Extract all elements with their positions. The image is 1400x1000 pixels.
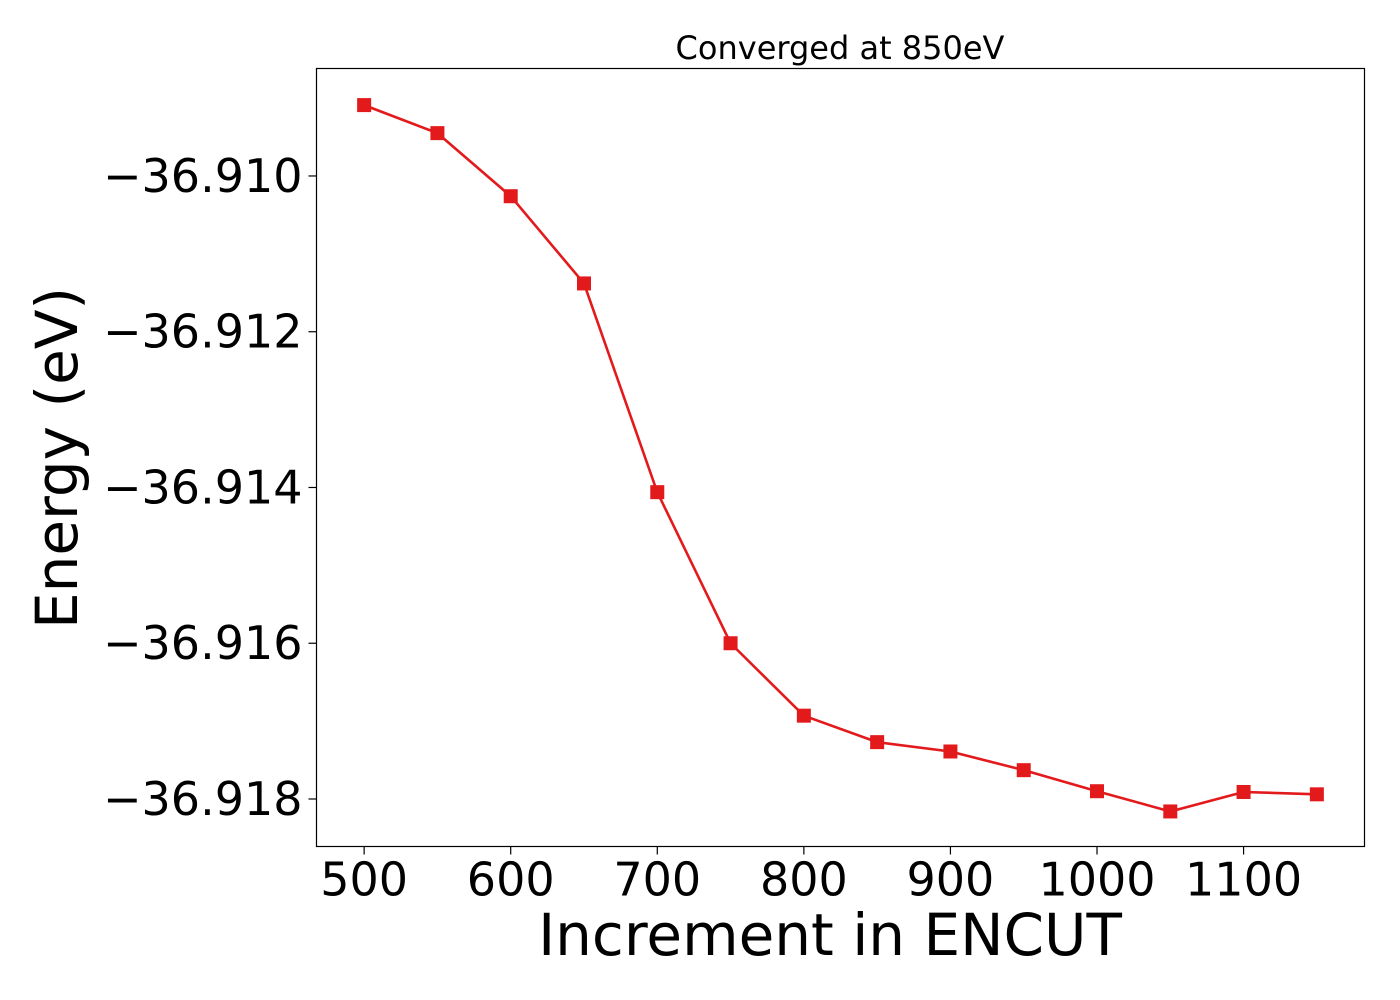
y-tick-label: −36.912 bbox=[103, 305, 303, 359]
data-point-marker bbox=[1090, 784, 1104, 799]
data-point-marker bbox=[1163, 804, 1178, 819]
data-point-marker bbox=[1309, 787, 1324, 802]
data-point-marker bbox=[577, 276, 591, 291]
plot-frame bbox=[315, 67, 1366, 848]
data-point-marker bbox=[503, 189, 518, 204]
data-point-marker bbox=[1236, 784, 1251, 799]
y-axis: −36.910 −36.912 −36.914 −36.916 −36.918 bbox=[103, 149, 317, 826]
y-tick-label: −36.918 bbox=[103, 772, 303, 826]
data-point-marker bbox=[796, 708, 811, 723]
x-axis: 500 600 700 800 900 1000 1100 bbox=[320, 846, 1302, 907]
x-tick-label: 700 bbox=[613, 853, 701, 907]
y-tick-label: −36.914 bbox=[103, 460, 303, 514]
x-tick-label: 500 bbox=[320, 853, 408, 907]
series-layer bbox=[357, 98, 1324, 819]
y-axis-label: Energy (eV) bbox=[23, 287, 91, 629]
data-point-marker bbox=[430, 126, 445, 141]
x-tick-label: 1100 bbox=[1185, 853, 1302, 907]
x-tick-label: 1000 bbox=[1038, 853, 1155, 907]
y-tick-label: −36.910 bbox=[103, 149, 303, 203]
data-point-marker bbox=[870, 735, 885, 750]
chart-title: Converged at 850eV bbox=[676, 29, 1005, 67]
x-tick-label: 600 bbox=[467, 853, 555, 907]
data-point-marker bbox=[723, 636, 738, 651]
x-tick-label: 800 bbox=[760, 853, 848, 907]
data-point-marker bbox=[1016, 763, 1031, 778]
x-tick-label: 900 bbox=[907, 853, 995, 907]
data-point-marker bbox=[943, 744, 958, 759]
x-axis-label: Increment in ENCUT bbox=[538, 901, 1122, 969]
data-point-marker bbox=[357, 98, 372, 113]
series-line bbox=[363, 103, 1317, 813]
y-tick-label: −36.916 bbox=[103, 616, 303, 670]
data-point-marker bbox=[650, 485, 665, 500]
